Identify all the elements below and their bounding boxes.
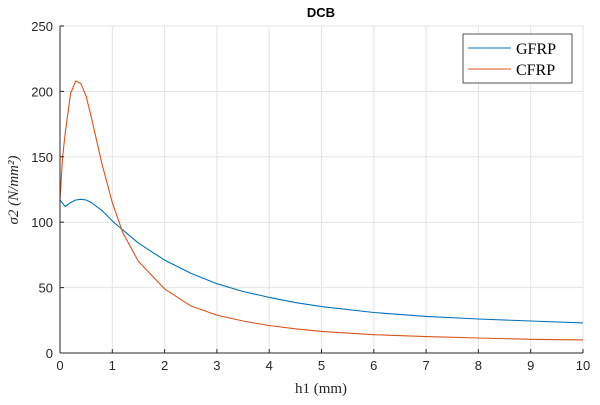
- x-tick-label: 5: [318, 358, 325, 373]
- y-tick-label: 0: [46, 346, 53, 361]
- x-tick-label: 9: [527, 358, 534, 373]
- x-tick-label: 10: [576, 358, 590, 373]
- legend: GFRP CFRP: [462, 33, 573, 84]
- x-tick-label: 3: [213, 358, 220, 373]
- series-line-cfrp: [59, 80, 584, 341]
- legend-label-gfrp: GFRP: [516, 41, 556, 58]
- x-tick-label: 8: [475, 358, 482, 373]
- series-line-gfrp: [59, 198, 584, 324]
- y-axis-label: σ2 (N/mm²): [6, 156, 22, 225]
- x-tick-label: 2: [161, 358, 168, 373]
- legend-box: [462, 33, 573, 84]
- x-tick-label: 4: [266, 358, 273, 373]
- y-tick-label: 150: [31, 150, 53, 165]
- x-tick-label: 6: [370, 358, 377, 373]
- data-lines: [59, 80, 584, 341]
- y-tick-label: 50: [39, 281, 53, 296]
- legend-label-cfrp: CFRP: [516, 62, 555, 79]
- chart-title: DCB: [307, 5, 335, 20]
- x-axis-label: h1 (mm): [295, 381, 347, 397]
- y-tick-label: 100: [31, 215, 53, 230]
- x-tick-label: 0: [56, 358, 63, 373]
- y-tick-label: 200: [31, 84, 53, 99]
- y-tick-label: 250: [31, 19, 53, 34]
- x-tick-label: 7: [422, 358, 429, 373]
- x-tick-label: 1: [109, 358, 116, 373]
